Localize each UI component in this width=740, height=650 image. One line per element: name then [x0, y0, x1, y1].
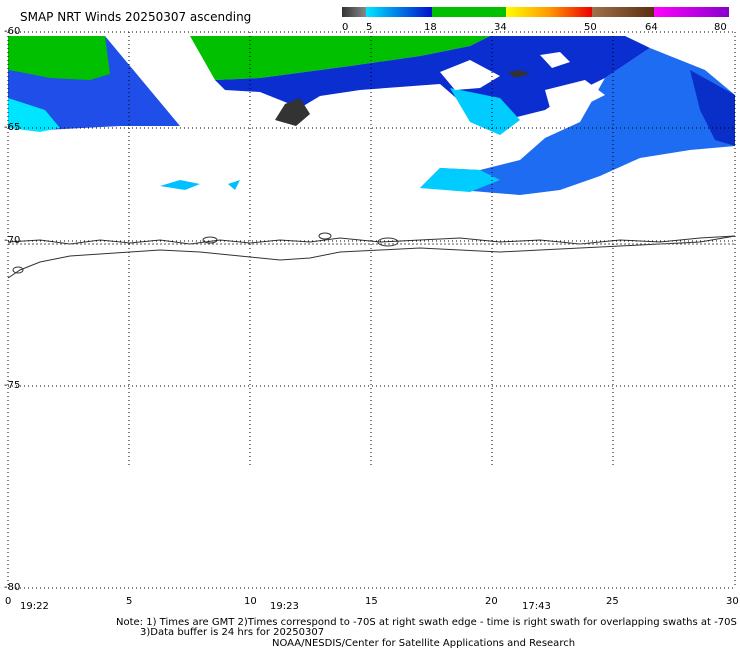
colorbar-tick: 5 [366, 22, 372, 33]
footnote-credit: NOAA/NESDIS/Center for Satellite Applica… [272, 638, 576, 649]
calm-patch [508, 70, 530, 78]
lat-lon-grid [7, 31, 736, 589]
lon-label: 15 [365, 596, 378, 607]
swath-time-label: 19:23 [270, 601, 299, 612]
colorbar-segment-low [366, 7, 432, 17]
ice-shelf-edge [7, 235, 736, 245]
wind-swath-right-dark [690, 70, 735, 146]
data-gap [540, 52, 570, 68]
footnote-line-1: Note: 1) Times are GMT 2)Times correspon… [116, 617, 737, 628]
island-outline [318, 232, 332, 240]
wind-swath-right [420, 48, 735, 195]
swath-time-label: 19:22 [20, 601, 49, 612]
colorbar-segment-calm [342, 7, 366, 17]
data-gap [545, 80, 605, 110]
colorbar-tick: 0 [342, 22, 348, 33]
lat-label: -65 [4, 122, 21, 133]
island-outline [202, 236, 218, 244]
lon-label: 30 [726, 596, 739, 607]
data-gap [440, 60, 500, 90]
lon-label: 25 [606, 596, 619, 607]
swath-time-label: 17:43 [522, 601, 551, 612]
lat-label: -80 [4, 582, 21, 593]
wind-swath-top-blue [215, 36, 650, 120]
footnote-line-2: 3)Data buffer is 24 hrs for 20250307 [140, 627, 325, 638]
wind-swath-top [190, 36, 490, 80]
colorbar-tick: 50 [584, 22, 597, 33]
colorbar-segment-extreme [654, 7, 729, 17]
colorbar-tick: 34 [494, 22, 507, 33]
lon-label: 10 [244, 596, 257, 607]
lon-label: 0 [5, 596, 12, 607]
lon-label: 20 [485, 596, 498, 607]
lat-label: -70 [4, 235, 21, 246]
lon-label: 5 [126, 596, 133, 607]
wind-patch-small [228, 180, 240, 190]
colorbar-tick: 64 [645, 22, 658, 33]
colorbar-segment-storm [592, 7, 654, 17]
calm-patch [275, 98, 310, 126]
colorbar-tick: 80 [714, 22, 727, 33]
coastline-line [7, 235, 736, 279]
wind-swaths [8, 36, 735, 195]
wind-speed-colorbar: 0 5 18 34 50 64 80 [342, 7, 729, 33]
wind-swath-left-light [8, 98, 60, 132]
colorbar-segment-high [506, 7, 592, 17]
map-title: SMAP NRT Winds 20250307 ascending [20, 10, 252, 24]
wind-swath-top-light [450, 88, 520, 135]
wind-patch-small [160, 180, 200, 190]
colorbar-segment-moderate [432, 7, 506, 17]
wind-swath-right-light [420, 168, 500, 192]
colorbar-tick: 18 [424, 22, 437, 33]
island-outline [12, 266, 24, 274]
wind-swath-left-green [8, 36, 110, 80]
coastline [7, 232, 736, 279]
lat-label: -60 [4, 26, 21, 37]
lat-label: -75 [4, 380, 21, 391]
island-outline [377, 237, 399, 247]
